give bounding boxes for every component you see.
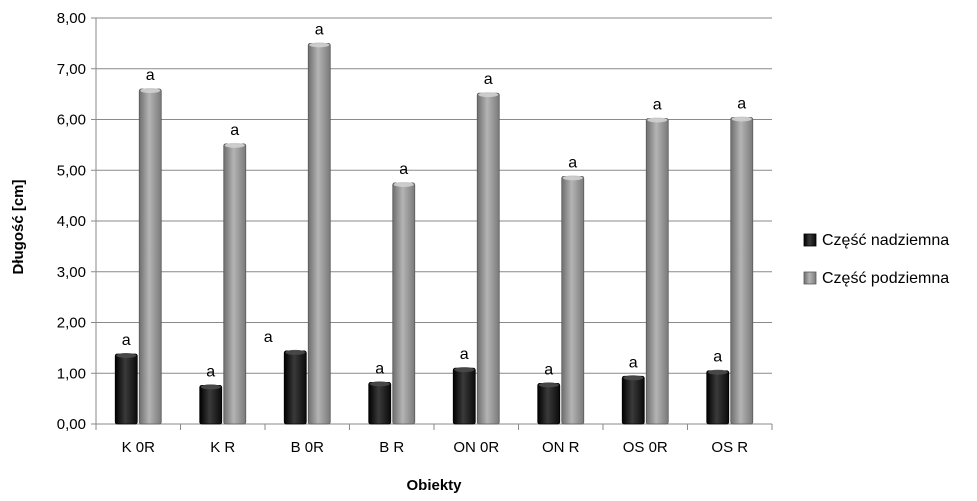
bar-top-highlight [309,42,330,48]
x-axis-title: Obiekty [406,477,462,494]
bar-podziemna [476,92,500,425]
data-label: a [264,329,273,346]
data-label: a [568,154,577,171]
y-tick-label: 8,00 [57,10,86,27]
data-label: a [375,360,384,377]
bar-podziemna [561,175,585,425]
y-tick-label: 4,00 [57,213,86,230]
bar-top-highlight [200,384,221,390]
data-label: a [146,67,155,84]
axes [91,17,773,430]
bar-nadziemna [114,353,138,425]
data-label: a [484,71,493,88]
bar-nadziemna [199,385,223,425]
bar-podziemna [138,88,162,425]
bar-podziemna [223,143,247,425]
bar-top-highlight [478,92,499,98]
x-tick-label: ON R [542,439,580,456]
bar-nadziemna [706,370,730,425]
x-tick-label: B 0R [291,439,325,456]
legend-swatch [803,233,817,247]
bar-nadziemna [283,350,307,425]
tick-labels: 0,00 1,00 2,00 3,00 4,00 5,00 6,00 7,00 8,00 K 0R… [57,10,748,456]
bar-top-highlight [285,349,306,355]
y-tick-label: 1,00 [57,365,86,382]
bar-podziemna [645,118,669,425]
bar-top-highlight [731,116,752,122]
x-tick-label: ON 0R [453,439,499,456]
bar-top-highlight [562,175,583,181]
y-tick-label: 7,00 [57,61,86,78]
bar-nadziemna [452,367,476,425]
bar-labels: a a a a a a a a a a a a a a a a [122,21,747,380]
x-tick-label: K R [210,439,235,456]
legend-item: Część nadziemna [803,232,949,249]
bar-podziemna [307,42,331,425]
bar-top-highlight [369,381,390,387]
bar-top-highlight [393,181,414,187]
bar-top-highlight [224,142,245,148]
gridlines [96,17,772,425]
bar-top-highlight [623,375,644,381]
bar-top-highlight [116,352,137,358]
data-label: a [544,361,553,378]
y-tick-label: 6,00 [57,112,86,129]
data-label: a [629,354,638,371]
x-tick-label: OS 0R [623,439,668,456]
legend-label: Część podziemna [822,270,949,287]
legend-item: Część podziemna [803,270,949,287]
data-label: a [399,161,408,178]
data-label: a [653,96,662,113]
data-label: a [122,332,131,349]
data-label: a [230,122,239,139]
data-label: a [460,346,469,363]
bar-top-highlight [707,369,728,375]
data-label: a [737,95,746,112]
data-label: a [206,363,215,380]
y-tick-label: 2,00 [57,315,86,332]
y-axis-title: Długość [cm] [10,179,27,274]
bar-nadziemna [368,381,392,425]
data-label: a [713,349,722,366]
bar-top-highlight [140,88,161,94]
x-tick-label: B R [379,439,404,456]
bar-podziemna [730,117,754,425]
bar-podziemna [392,182,416,425]
bar-top-highlight [538,382,559,388]
x-tick-label: K 0R [122,439,156,456]
bar-top-highlight [647,117,668,123]
x-tick-label: OS R [711,439,748,456]
bars [114,42,754,425]
bar-top-highlight [454,367,475,373]
legend-label: Część nadziemna [822,232,949,249]
y-tick-label: 0,00 [57,416,86,433]
y-tick-label: 3,00 [57,264,86,281]
bar-nadziemna [621,375,645,425]
legend: Część nadziemna Część podziemna [803,232,949,287]
y-tick-label: 5,00 [57,162,86,179]
legend-swatch [803,271,817,285]
bar-nadziemna [537,382,561,425]
data-label: a [315,21,324,38]
